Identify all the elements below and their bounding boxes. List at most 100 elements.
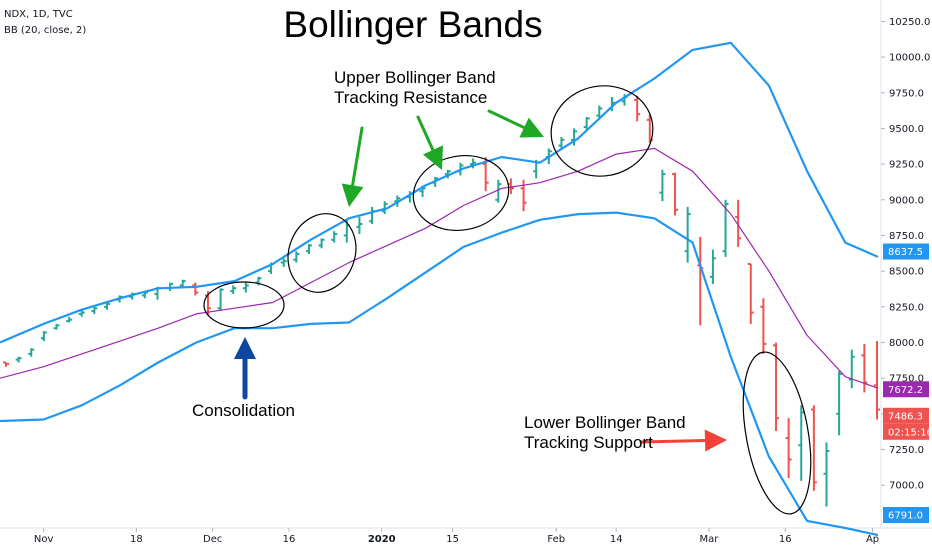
ohlc-bar xyxy=(836,371,843,436)
x-tick-label: 16 xyxy=(283,534,296,545)
upper-band-circle-1 xyxy=(287,213,357,293)
blue-arrow-head xyxy=(234,337,256,359)
upper-band-value-badge: 8637.5 xyxy=(883,243,929,260)
ohlc-bar xyxy=(293,251,300,263)
x-tick-label: 15 xyxy=(446,534,459,545)
y-tick-label: 8500.0 xyxy=(889,267,924,278)
x-tick-label: 2020 xyxy=(368,534,396,545)
y-tick-label: 8250.0 xyxy=(889,302,924,313)
blue-arrow xyxy=(234,337,256,400)
upper-band-value-badge-bg xyxy=(883,243,929,260)
band-lines xyxy=(0,41,879,537)
green-arrow-1-shaft xyxy=(351,126,364,187)
chart-title: Bollinger Bands xyxy=(283,4,542,45)
lower-band-value-badge-bg xyxy=(883,507,929,524)
ohlc-bar xyxy=(91,306,98,314)
y-tick-label: 9000.0 xyxy=(889,195,924,206)
upper-band-value-badge-text: 8637.5 xyxy=(888,247,923,258)
x-tick-label: Ap xyxy=(866,534,879,545)
bb-lower-line xyxy=(0,211,879,537)
y-tick-label: 8750.0 xyxy=(889,231,924,242)
ohlc-bar xyxy=(217,288,224,312)
ohlc-bar xyxy=(53,323,60,330)
last-value-badges: 8637.5 7672.2 7486.3 02:15:16 6791.0 xyxy=(883,243,932,524)
last-price-badge: 7486.3 xyxy=(883,407,929,424)
lower-band-circle xyxy=(742,351,812,515)
lower-band-label-line2: Tracking Support xyxy=(524,433,653,452)
ohlc-bar xyxy=(848,349,855,389)
bar-countdown-badge: 02:15:16 xyxy=(883,423,932,440)
ohlc-bar xyxy=(659,169,666,202)
basis-value-badge-text: 7672.2 xyxy=(888,385,923,396)
ohlc-bar xyxy=(331,231,338,243)
indicator-header: BB (20, close, 2) xyxy=(4,25,87,36)
ohlc-bar xyxy=(356,216,363,235)
ohlc-bar xyxy=(684,206,691,263)
x-tick-label: Feb xyxy=(547,534,565,545)
ohlc-bar xyxy=(3,361,9,367)
basis-value-badge: 7672.2 xyxy=(883,381,929,398)
ohlc-bar xyxy=(495,179,502,203)
ohlc-bar xyxy=(798,405,805,481)
ohlc-bar xyxy=(709,249,716,284)
ohlc-bar xyxy=(28,348,35,357)
ohlc-bar xyxy=(305,244,312,255)
green-arrow-3-head xyxy=(519,117,544,138)
green-arrow-3-shaft xyxy=(487,109,526,130)
ohlc-bar xyxy=(192,282,199,296)
ohlc-bar xyxy=(596,105,603,119)
y-tick-label: 8000.0 xyxy=(889,338,924,349)
annotation-arrows xyxy=(234,109,727,452)
green-arrow-1-head xyxy=(341,183,364,207)
green-arrow-2 xyxy=(416,115,443,170)
x-tick-label: 16 xyxy=(779,534,792,545)
ohlc-bar xyxy=(444,169,451,179)
ohlc-bar xyxy=(571,128,578,146)
y-tick-label: 9500.0 xyxy=(889,124,924,135)
red-arrow-head xyxy=(704,429,727,452)
y-tick-label: 7250.0 xyxy=(889,445,924,456)
consolidation-circle xyxy=(203,281,285,329)
green-arrow-2-head xyxy=(422,145,443,170)
ohlc-bar xyxy=(242,282,249,293)
ohlc-bar xyxy=(747,263,754,324)
ohlc-bar xyxy=(15,356,22,363)
ohlc-bar xyxy=(66,316,73,323)
time-axis: Nov 18 Dec 16 2020 15 Feb 14 Mar 16 Ap xyxy=(34,528,879,545)
ohlc-bar xyxy=(369,206,376,225)
y-tick-label: 7750.0 xyxy=(889,374,924,385)
symbol-header: NDX, 1D, TVC xyxy=(4,9,73,20)
upper-band-circle-3 xyxy=(550,85,654,177)
ohlc-bar xyxy=(381,201,388,215)
ohlc-bar xyxy=(722,199,729,257)
bar-countdown-badge-text: 02:15:16 xyxy=(888,427,932,438)
ohlc-bar xyxy=(280,258,287,267)
x-tick-label: 14 xyxy=(610,534,623,545)
lower-band-label-line1: Lower Bollinger Band xyxy=(524,413,686,432)
ohlc-bar xyxy=(470,158,477,169)
last-price-badge-text: 7486.3 xyxy=(888,411,923,422)
green-arrow-1 xyxy=(341,126,364,207)
ohlc-bar xyxy=(874,341,880,420)
y-tick-label: 9250.0 xyxy=(889,160,924,171)
y-tick-label: 10250.0 xyxy=(889,17,930,28)
ohlc-bar xyxy=(672,172,679,216)
ohlc-bar xyxy=(735,199,742,247)
ohlc-bar xyxy=(103,302,110,310)
y-tick-label: 10000.0 xyxy=(889,53,930,64)
last-price-badge-bg xyxy=(883,407,929,424)
y-tick-label: 9750.0 xyxy=(889,88,924,99)
green-arrow-2-shaft xyxy=(416,115,435,152)
x-tick-label: 18 xyxy=(130,534,143,545)
bb-upper-line xyxy=(0,41,879,344)
consolidation-label: Consolidation xyxy=(192,401,295,420)
ohlc-bar xyxy=(861,343,868,393)
ohlc-bar xyxy=(558,136,565,150)
upper-band-circle-2 xyxy=(412,155,510,231)
drawing-shapes xyxy=(203,85,812,515)
bb-basis-line xyxy=(0,147,879,389)
basis-value-badge-bg xyxy=(883,381,929,398)
lower-band-value-badge-text: 6791.0 xyxy=(888,511,923,522)
ohlc-bar xyxy=(697,236,704,326)
